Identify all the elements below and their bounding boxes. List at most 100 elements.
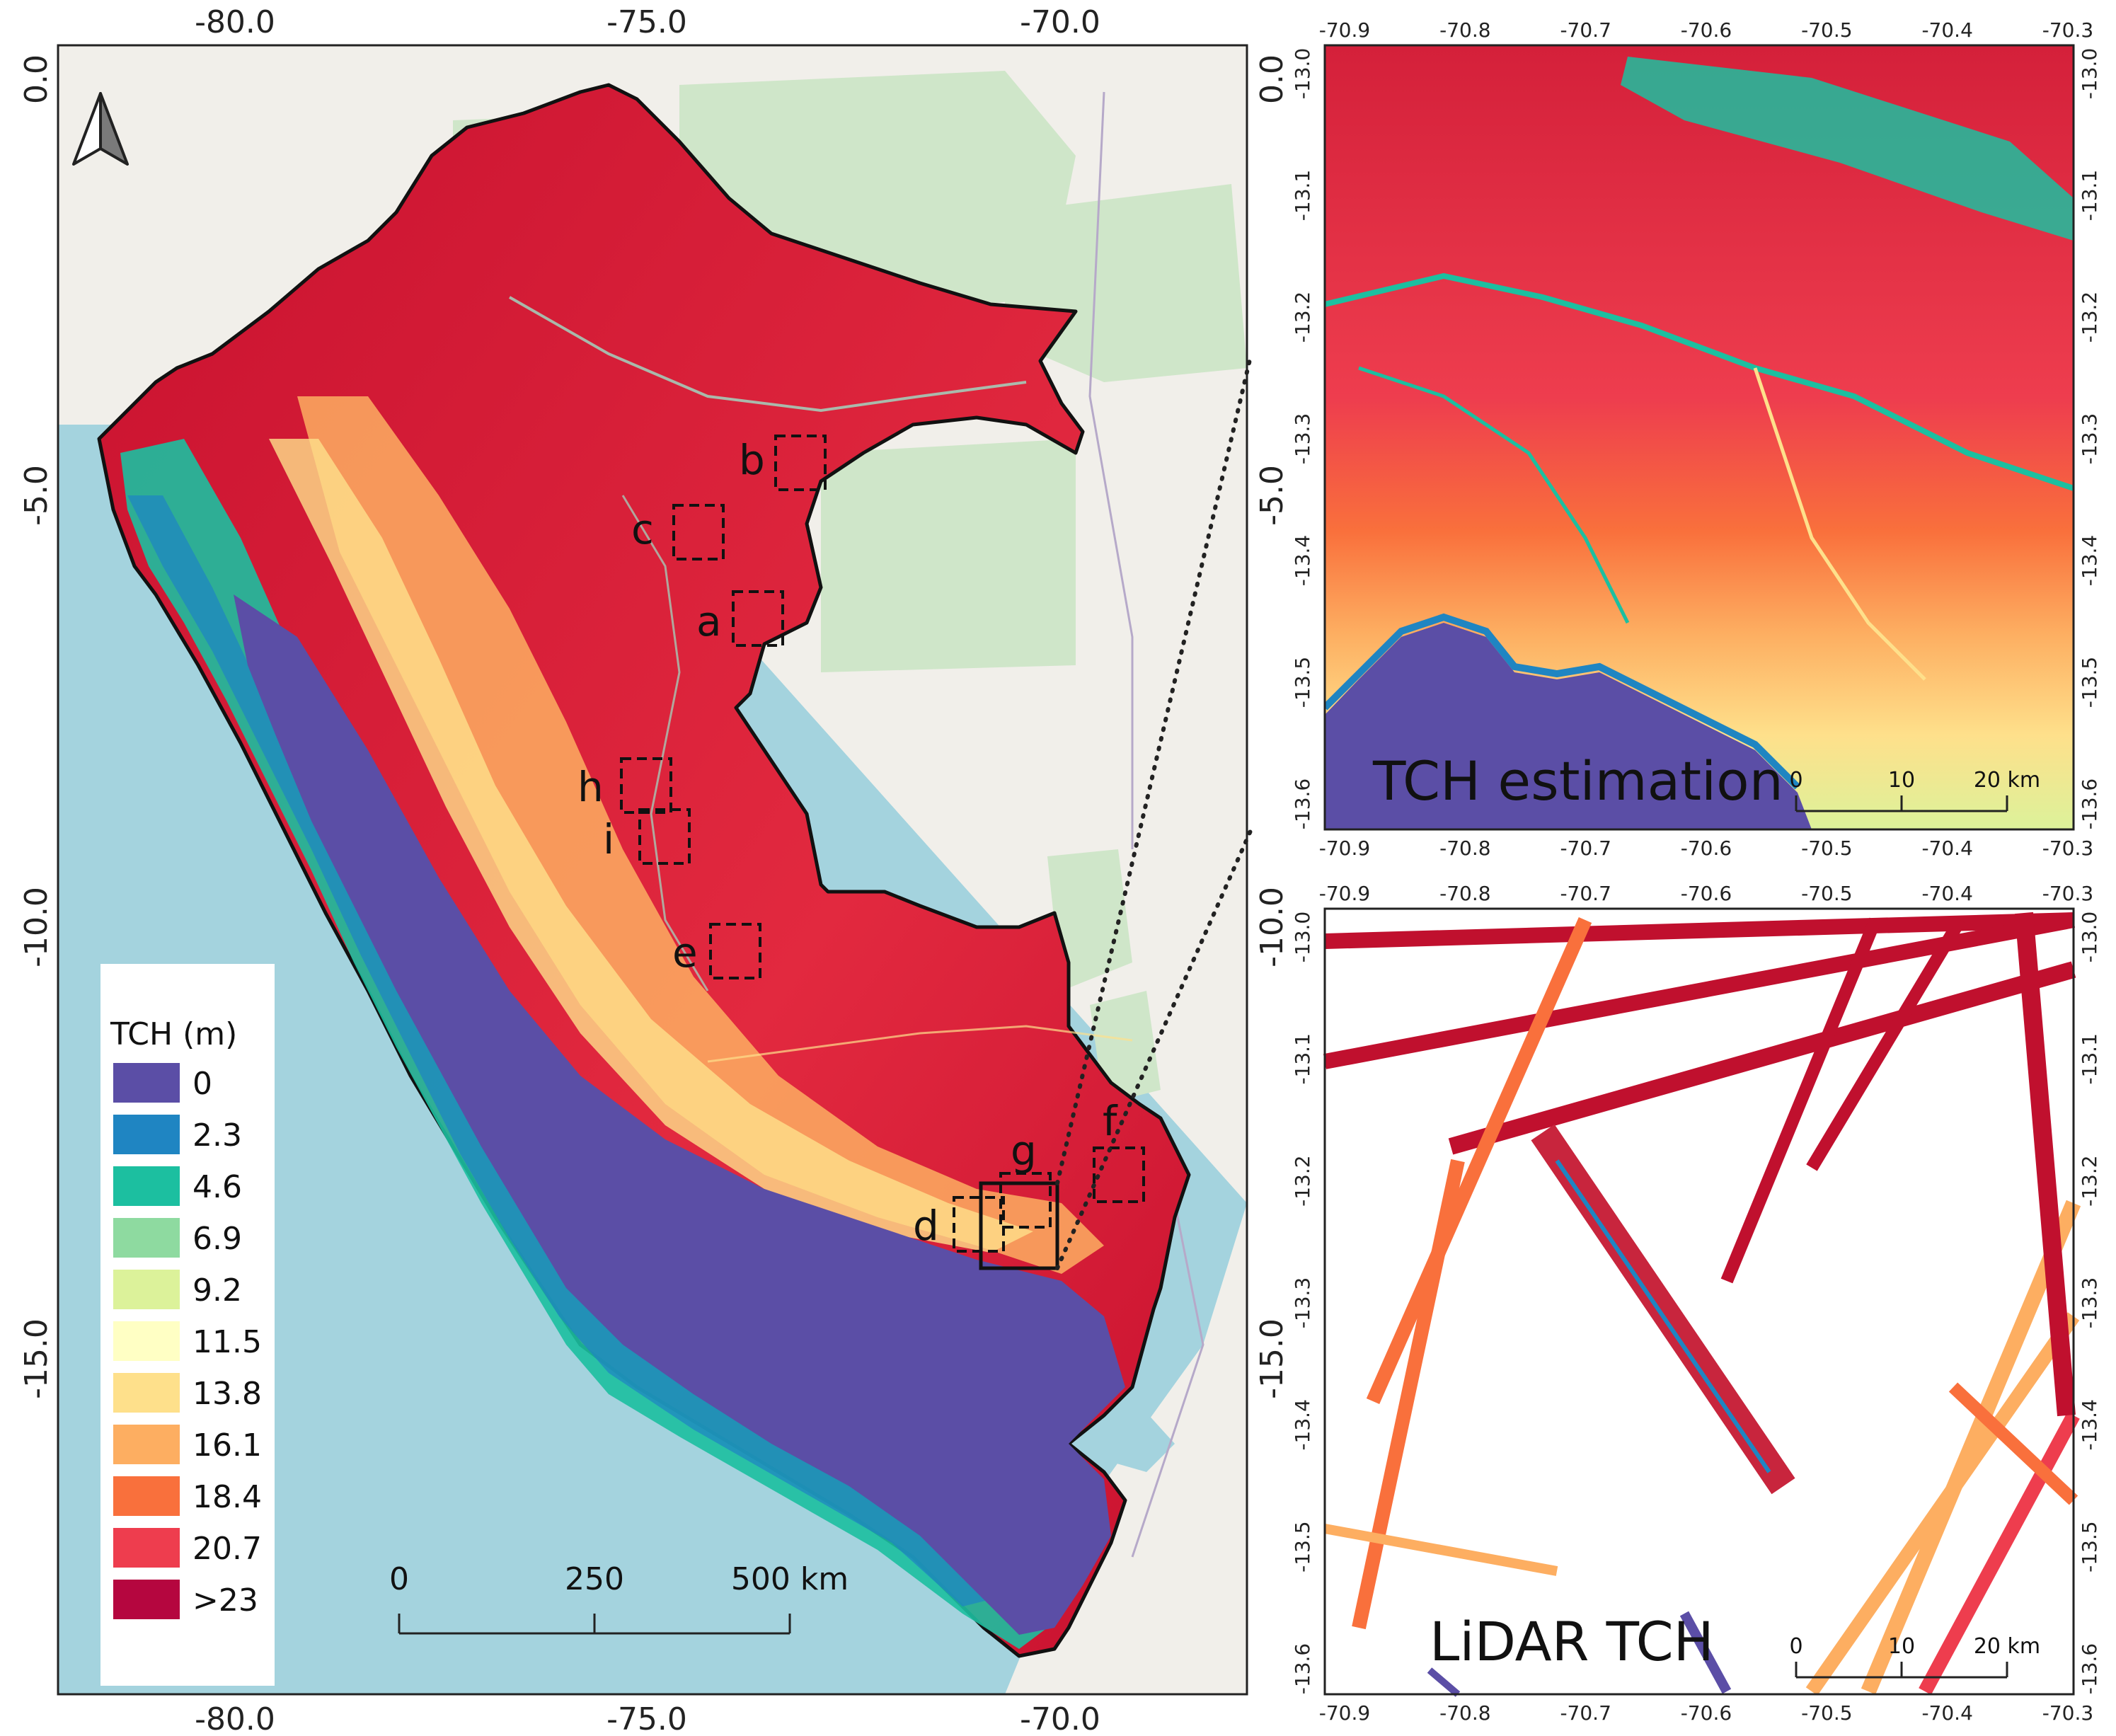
main-scalebar — [398, 1614, 791, 1635]
scalebar-label: 250 — [565, 1561, 624, 1597]
region-box-f — [1093, 1146, 1145, 1203]
inset-bottom-lon-tick: -70.5 — [1801, 882, 1852, 905]
inset-top-river — [1325, 272, 2074, 491]
inset-bottom-lat-tick: -13.3 — [1291, 1277, 1314, 1328]
inset-top-barren — [1325, 623, 1812, 829]
region-label: b — [739, 436, 765, 484]
inset-top-lat-tick: -13.2 — [1291, 292, 1314, 343]
inset-bottom-lon-tick: -70.3 — [2042, 882, 2093, 905]
inset-top-scale-label: 20 km — [1974, 768, 2040, 793]
main-map-frame — [57, 44, 1248, 1696]
legend-label: 16.1 — [192, 1427, 262, 1464]
inset-bottom-lat-tick: -13.3 — [2078, 1277, 2101, 1328]
inset-bottom-lat-tick: -13.5 — [1291, 1521, 1314, 1572]
inset-bottom-lon-tick: -70.8 — [1439, 882, 1490, 905]
inset-bottom-lon-tick: -70.9 — [1319, 882, 1370, 905]
inset-top-lat-tick: -13.1 — [2078, 170, 2101, 221]
legend-swatch — [113, 1580, 180, 1619]
inset-bottom-lat-tick: -13.0 — [1291, 912, 1314, 962]
inset-top-lon-tick: -70.5 — [1801, 18, 1852, 42]
inset-bottom-lat-tick: -13.1 — [1291, 1033, 1314, 1084]
legend-title: TCH (m) — [110, 1016, 237, 1052]
inset-bottom-title: LiDAR TCH — [1430, 1610, 1714, 1673]
inset-bottom-lat-tick: -13.2 — [2078, 1155, 2101, 1206]
inset-top-lon-tick: -70.4 — [1921, 18, 1972, 42]
inset-bottom-lat-tick: -13.0 — [2078, 912, 2101, 962]
legend-label: 13.8 — [192, 1376, 262, 1412]
legend-swatch — [113, 1270, 180, 1309]
lidar-flight-strips — [1323, 912, 2081, 1697]
barren-zone — [234, 594, 1125, 1635]
inset-bottom-lat-tick: -13.6 — [1291, 1643, 1314, 1694]
river — [707, 1025, 1133, 1063]
main-right-lat-tick: -5.0 — [1254, 465, 1290, 526]
inset-top-lat-tick: -13.4 — [2078, 535, 2101, 586]
inset-bottom-lon-tick: -70.7 — [1560, 1701, 1611, 1725]
region-label: d — [913, 1202, 939, 1250]
inset-bottom-lon-tick: -70.5 — [1801, 1701, 1852, 1725]
inset-bottom-lon-tick: -70.4 — [1921, 882, 1972, 905]
inset-bottom-lat-tick: -13.6 — [2078, 1643, 2101, 1694]
inset-top-lon-tick: -70.5 — [1801, 837, 1852, 860]
inset-top-lat-tick: -13.0 — [2078, 48, 2101, 99]
legend-label: 20.7 — [192, 1531, 262, 1567]
inset-top-lat-tick: -13.6 — [2078, 778, 2101, 829]
region-boxes — [620, 435, 1145, 1253]
main-map: a b c d e f g h i TCH (m) 0 2.3 4.6 6.9 9.2 1… — [18, 4, 1290, 1736]
inset-bottom-lon-tick: -70.8 — [1439, 1701, 1490, 1725]
inset-top-scale-label: 0 — [1789, 768, 1802, 793]
inset-top: TCH estimation 0 10 20 km -70.9 -70.9 -70.… — [1291, 18, 2101, 860]
main-left-lat-tick: -10.0 — [18, 887, 54, 967]
legend: TCH (m) 0 2.3 4.6 6.9 9.2 11.5 13.8 16.1 18.4 20.… — [100, 964, 275, 1686]
inset-bottom-lat-tick: -13.4 — [2078, 1399, 2101, 1450]
region-label: i — [603, 815, 614, 863]
legend-swatch — [113, 1218, 180, 1258]
inset-top-teal-fringe — [1325, 613, 1800, 790]
main-right-lat-tick: -10.0 — [1254, 887, 1290, 967]
legend-swatch — [113, 1063, 180, 1103]
inset-bottom-background — [1325, 909, 2074, 1694]
inset-top-lat-tick: -13.4 — [1291, 535, 1314, 586]
inset-top-blue-swath — [1621, 57, 2074, 241]
inset-top-lon-tick: -70.6 — [1681, 837, 1732, 860]
river — [509, 296, 1027, 413]
north-arrow-icon — [72, 92, 129, 166]
region-label: c — [631, 505, 654, 553]
andes-yellow — [269, 439, 1033, 1253]
inset-bottom-frame — [1323, 907, 2075, 1696]
region-box-b — [774, 435, 827, 491]
legend-label: 0 — [192, 1066, 212, 1102]
region-box-i — [638, 808, 691, 865]
region-box-e — [709, 923, 761, 979]
inset-top-river — [1753, 367, 1926, 681]
inset-top-lon-tick: -70.9 — [1319, 837, 1370, 860]
main-top-lon-tick: -75.0 — [606, 4, 687, 40]
main-bottom-lon-tick: -75.0 — [606, 1701, 687, 1736]
inset-bottom-scalebar — [1795, 1662, 2008, 1679]
region-box-a — [732, 590, 784, 647]
country-border — [1088, 91, 1134, 849]
legend-swatch — [113, 1115, 180, 1154]
inset-bottom-lon-tick: -70.9 — [1319, 1701, 1370, 1725]
coastal-blue — [127, 495, 991, 1606]
inset-connectors — [1055, 352, 1253, 1270]
inset-top-lon-tick: -70.7 — [1560, 18, 1611, 42]
inset-bottom-lat-tick: -13.1 — [2078, 1033, 2101, 1084]
protected-area — [821, 439, 1076, 672]
inset-top-frame — [1323, 44, 2075, 831]
region-box-c — [672, 504, 725, 561]
inset-top-lat-tick: -13.2 — [2078, 292, 2101, 343]
main-bottom-lon-tick: -70.0 — [1020, 1701, 1100, 1736]
inset-top-lon-tick: -70.6 — [1681, 18, 1732, 42]
main-left-lat-tick: 0.0 — [18, 54, 54, 104]
lake — [1083, 1405, 1175, 1472]
legend-label: 18.4 — [192, 1479, 262, 1515]
inset-bottom-lon-tick: -70.4 — [1921, 1701, 1972, 1725]
inset-bottom-scale-label: 0 — [1789, 1634, 1802, 1659]
legend-label: 9.2 — [192, 1272, 242, 1309]
legend-label: >23 — [192, 1582, 258, 1619]
region-label: a — [696, 597, 722, 645]
protected-area — [1005, 184, 1247, 382]
region-box-h — [620, 757, 672, 814]
inset-top-lon-tick: -70.4 — [1921, 837, 1972, 860]
